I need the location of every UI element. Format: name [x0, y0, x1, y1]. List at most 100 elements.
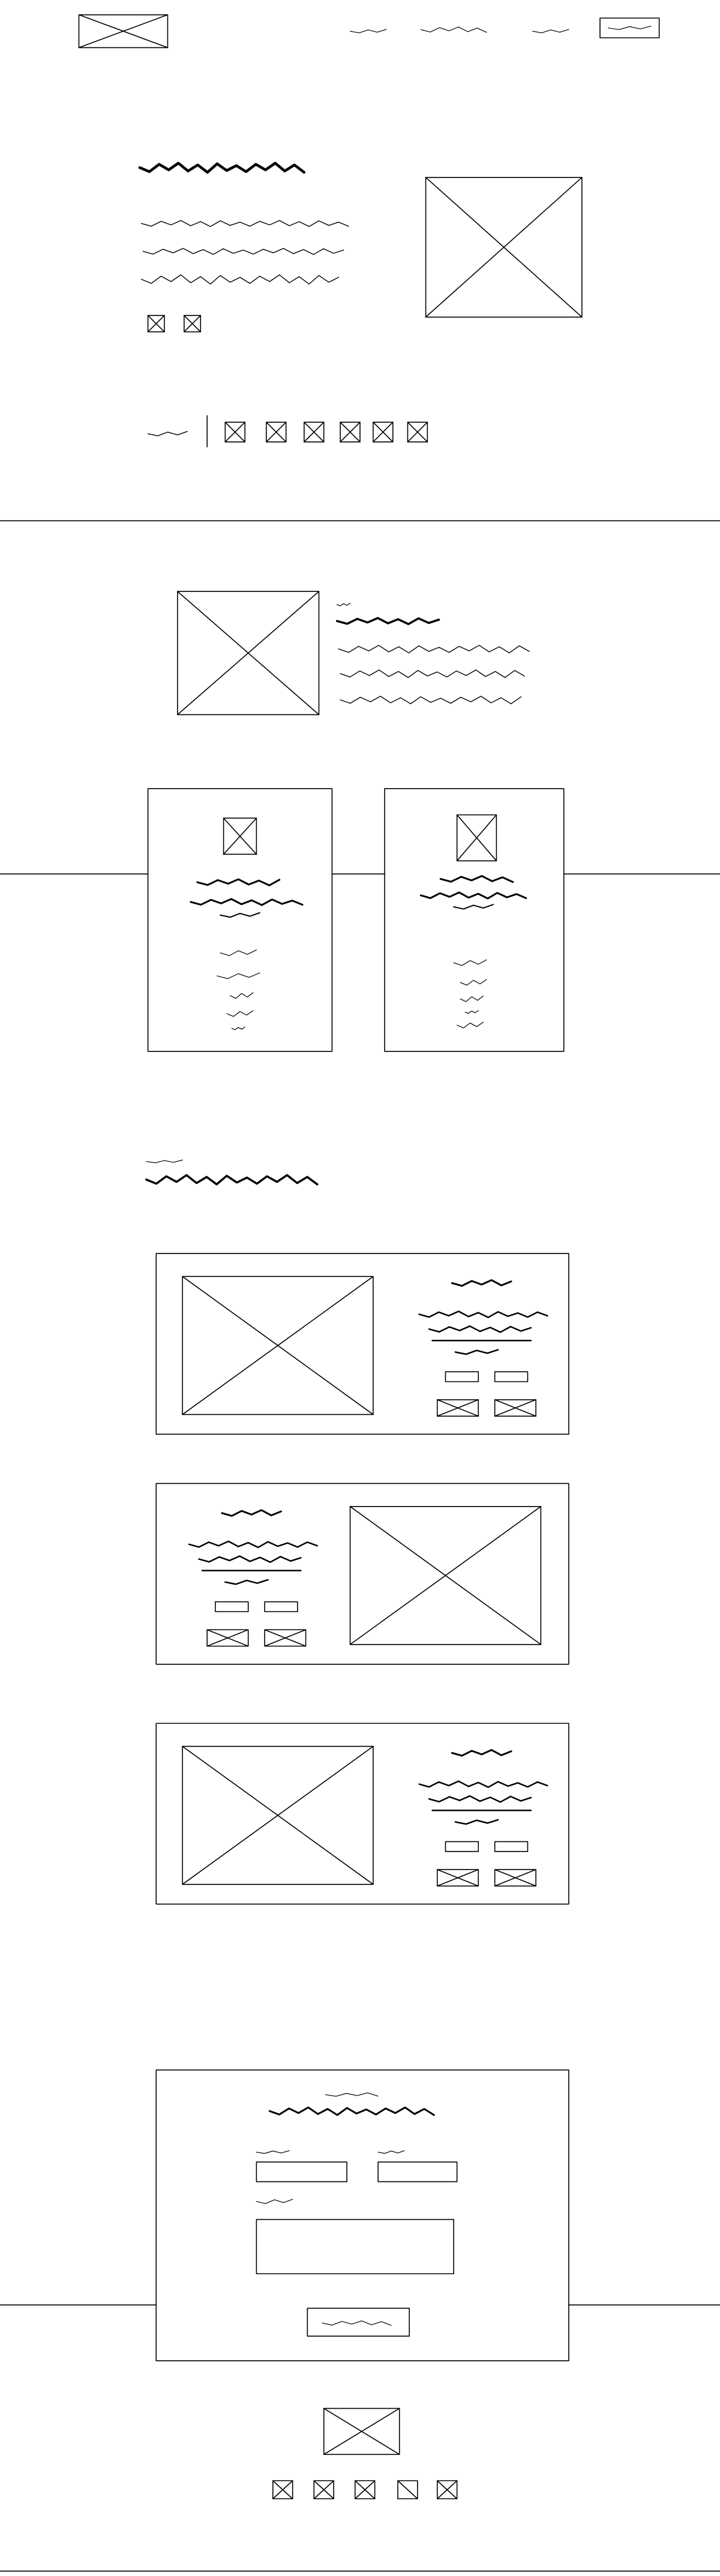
contact-form-card: [156, 2070, 569, 2361]
project-card-2-badge-icon-1[interactable]: [207, 1630, 248, 1646]
placeholder-diagonal: [355, 2481, 375, 2499]
placeholder-frame: [265, 1630, 305, 1646]
project-card-3-badge-icon-1[interactable]: [437, 1869, 478, 1886]
contact-input-2[interactable]: [378, 2162, 457, 2182]
placeholder-diagonal: [182, 1276, 373, 1414]
project-card-3-tag-2: [495, 1842, 528, 1851]
placeholder-diagonal: [314, 2481, 334, 2499]
feature-card-1-list-1: [220, 950, 256, 956]
feature-card-1-subtitle: [191, 899, 302, 905]
feature-card-2-subtitle: [421, 892, 526, 898]
footer-social-icon-3[interactable]: [355, 2481, 375, 2499]
placeholder-diagonal: [148, 315, 164, 332]
project-card-1-title: [452, 1280, 511, 1286]
hero-social-label: [148, 431, 188, 435]
project-card-3-image-placeholder-icon: [182, 1747, 373, 1884]
project-card-1-tag-1: [445, 1372, 478, 1381]
feature-card-1: [148, 789, 332, 1051]
contact-message-textarea[interactable]: [256, 2220, 454, 2274]
placeholder-frame: [355, 2481, 375, 2499]
nav-link-2: [421, 27, 487, 32]
placeholder-diagonal: [324, 2409, 400, 2455]
hero-small-icon-2[interactable]: [184, 315, 200, 332]
feature-card-2-list-5: [457, 1022, 484, 1028]
placeholder-frame: [495, 1400, 536, 1416]
placeholder-frame: [148, 315, 164, 332]
placeholder-frame: [304, 422, 324, 442]
feature-card-1-list-3: [230, 993, 253, 999]
hero-social-icon-5[interactable]: [373, 422, 393, 442]
placeholder-diagonal: [426, 178, 582, 317]
footer-social-icon-2[interactable]: [314, 2481, 334, 2499]
header-cta-button[interactable]: [600, 18, 659, 38]
placeholder-diagonal: [437, 1869, 478, 1886]
placeholder-diagonal: [340, 422, 360, 442]
about-text-line-3: [340, 696, 521, 704]
placeholder-diagonal: [224, 818, 257, 854]
project-card-2-text-4: [225, 1580, 268, 1584]
feature-card-1-title: [197, 879, 280, 885]
hero-social-icon-6[interactable]: [407, 422, 427, 442]
placeholder-diagonal: [304, 422, 324, 442]
hero-text-line-3: [142, 275, 339, 284]
placeholder-frame: [407, 422, 427, 442]
hero-social-icon-3[interactable]: [304, 422, 324, 442]
project-card-1-badge-icon-2[interactable]: [495, 1400, 536, 1416]
project-card-3-text-2: [429, 1796, 531, 1802]
hero-small-icon-1[interactable]: [148, 315, 164, 332]
project-card-1-badge-icon-1[interactable]: [437, 1400, 478, 1416]
hero-social-icon-1[interactable]: [225, 422, 245, 442]
project-card-3-badge-icon-2[interactable]: [495, 1869, 536, 1886]
placeholder-frame: [273, 2481, 293, 2499]
contact-label-1: [256, 2151, 289, 2154]
hero-title: [140, 163, 304, 172]
hero-image-placeholder-icon: [426, 178, 582, 317]
feature-card-1-list-4: [227, 1011, 253, 1017]
projects-eyebrow: [146, 1160, 182, 1163]
project-card-2-title: [222, 1510, 281, 1516]
placeholder-diagonal: [225, 422, 245, 442]
placeholder-frame: [340, 422, 360, 442]
hero-text-line-1: [142, 221, 349, 227]
projects-title: [146, 1175, 317, 1184]
footer-logo-placeholder-icon[interactable]: [324, 2409, 400, 2455]
footer-social-icon-4[interactable]: [398, 2481, 418, 2499]
contact-title: [269, 2108, 434, 2115]
project-card-2-badge-icon-2[interactable]: [265, 1630, 305, 1646]
logo-placeholder-icon[interactable]: [79, 15, 168, 48]
project-card-2: [156, 1483, 569, 1664]
placeholder-diagonal: [207, 1630, 248, 1646]
placeholder-frame: [457, 815, 497, 861]
placeholder-frame: [178, 591, 319, 714]
placeholder-diagonal: [373, 422, 393, 442]
placeholder-diagonal: [437, 1400, 478, 1416]
project-card-2-tag-2: [265, 1602, 298, 1612]
contact-submit-button[interactable]: [307, 2309, 409, 2337]
placeholder-frame: [373, 422, 393, 442]
hero-social-icon-4[interactable]: [340, 422, 360, 442]
feature-card-2-subtitle-2: [454, 904, 493, 909]
feature-card-2: [385, 789, 564, 1051]
placeholder-frame: [314, 2481, 334, 2499]
placeholder-frame: [79, 15, 168, 48]
project-card-1-text-1: [419, 1311, 548, 1317]
placeholder-frame: [182, 1276, 373, 1414]
about-image-placeholder-icon: [178, 591, 319, 714]
contact-input-1[interactable]: [256, 2162, 347, 2182]
nav-link-3: [533, 29, 569, 33]
placeholder-frame: [437, 2481, 457, 2499]
placeholder-frame: [350, 1507, 541, 1645]
project-card-1: [156, 1254, 569, 1434]
hero-social-icon-2[interactable]: [266, 422, 286, 442]
footer-social-icon-1[interactable]: [273, 2481, 293, 2499]
feature-card-1-icon: [224, 818, 257, 854]
footer-social-icon-5[interactable]: [437, 2481, 457, 2499]
placeholder-diagonal: [398, 2481, 418, 2499]
placeholder-diagonal: [457, 815, 497, 861]
project-card-1-text-4: [455, 1349, 498, 1354]
placeholder-diagonal: [495, 1400, 536, 1416]
project-card-3-tag-1: [445, 1842, 478, 1851]
project-card-2-image-placeholder-icon: [350, 1507, 541, 1645]
placeholder-frame: [437, 1869, 478, 1886]
